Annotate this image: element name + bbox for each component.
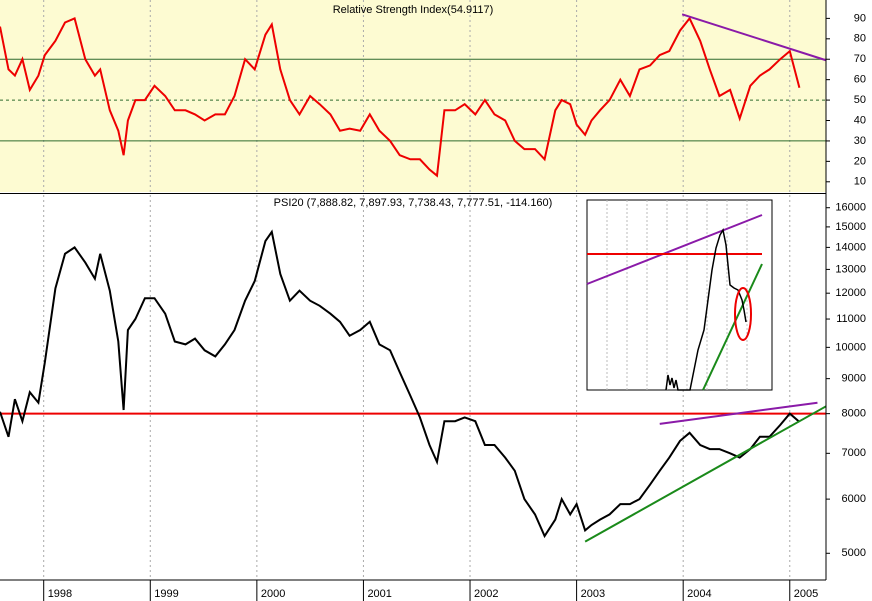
y-tick-label: 30 [854,135,866,147]
y-tick-label: 7000 [842,447,866,459]
trendline [584,405,827,543]
y-tick-label: 10 [854,176,866,188]
inset-circle [734,287,752,341]
trendline [681,13,827,62]
y-tick-label: 11000 [836,313,866,325]
x-tick-label: 2003 [581,588,605,600]
y-tick-label: 90 [854,12,866,24]
y-tick-label: 50 [854,94,866,106]
y-tick-label: 16000 [835,202,866,214]
inset-price [665,227,747,391]
y-tick-label: 60 [854,74,866,86]
y-tick-label: 40 [854,114,866,126]
data-line [0,229,801,539]
rsi-title: Relative Strength Index(54.9117) [333,4,494,16]
y-tick-label: 80 [854,33,866,45]
y-tick-label: 15000 [835,221,866,233]
x-tick-label: 2005 [794,588,818,600]
inset-trendline [586,214,763,285]
y-tick-label: 70 [854,53,866,65]
data-line [0,16,801,178]
x-tick-label: 2004 [687,588,711,600]
panel-background [0,0,826,192]
y-tick-label: 6000 [842,493,866,505]
y-tick-label: 5000 [842,547,866,559]
inset-support [702,263,763,391]
y-tick-label: 9000 [842,373,866,385]
x-tick-label: 2002 [474,588,498,600]
inset [586,199,773,391]
inset-frame [586,199,773,391]
trendline [659,401,818,425]
y-tick-label: 13000 [835,263,866,275]
y-tick-label: 12000 [835,287,866,299]
x-tick-label: 1999 [154,588,178,600]
price-title: PSI20 (7,888.82, 7,897.93, 7,738.43, 7,7… [274,197,553,209]
x-tick-label: 2000 [261,588,285,600]
y-tick-label: 10000 [835,341,866,353]
x-tick-label: 2001 [367,588,391,600]
y-tick-label: 8000 [842,408,866,420]
x-tick-label: 1998 [48,588,72,600]
y-tick-label: 20 [854,155,866,167]
y-tick-label: 14000 [835,241,866,253]
